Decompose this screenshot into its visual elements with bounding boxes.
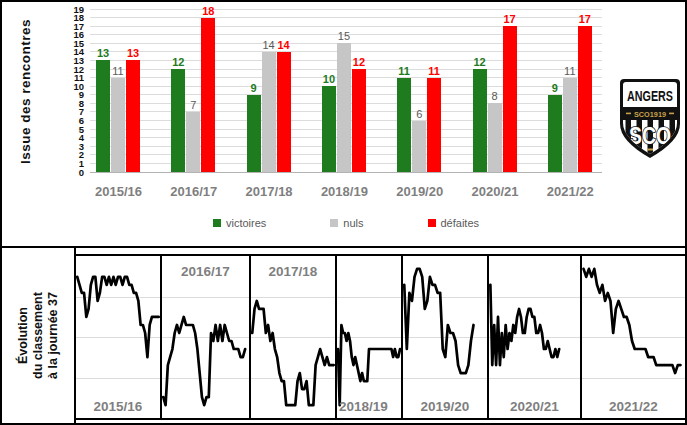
bar-value-label: 17 (568, 13, 602, 25)
sparkline-panel: 2021/22 (582, 256, 685, 418)
bar-value-label: 12 (463, 56, 497, 68)
bar-nuls (111, 78, 125, 172)
bar-value-label: 12 (161, 56, 195, 68)
sparkline-title-line3: à la journée 37 (46, 292, 61, 379)
sparkline-section-label-cell: Évolution du classement à la journée 37 (2, 248, 76, 423)
bar-victoires (171, 69, 185, 172)
bar-value-label: 11 (417, 65, 451, 77)
bar-nuls (488, 103, 502, 172)
bar-défaites (352, 69, 366, 172)
bar-value-label: 15 (327, 30, 361, 42)
season-label: 2015/16 (76, 399, 160, 414)
crest-club-line: SCO1919 (634, 110, 666, 119)
bar-plot: 1311131271891414101512116111281791117 (90, 9, 602, 172)
legend-swatch (428, 219, 436, 227)
sparkline (489, 256, 580, 418)
bar-value-label: 13 (116, 47, 150, 59)
bar-value-label: 17 (493, 13, 527, 25)
angers-sco-crest: ANGERS SCO1919 SCO (618, 77, 682, 161)
bar-défaites (126, 60, 140, 172)
sparkline (162, 256, 249, 418)
bar-chart-category-row: 2015/162016/172017/182018/192019/202020/… (90, 184, 602, 202)
crest-gold-dash-right (669, 113, 674, 115)
infographic-root: Issue des rencontres 0123456789101112131… (0, 0, 687, 425)
grid-line (90, 26, 602, 27)
legend-label: nuls (343, 217, 363, 229)
bar-nuls (412, 121, 426, 172)
legend-item: défaites (428, 217, 480, 229)
bar-value-label: 12 (342, 56, 376, 68)
sparkline (403, 256, 487, 418)
sparkline-panel: 2017/18 (251, 256, 337, 418)
category-label: 2017/18 (231, 184, 307, 199)
legend-label: victoires (226, 217, 266, 229)
category-label: 2016/17 (156, 184, 232, 199)
sparkline-panel: 2015/16 (76, 256, 162, 418)
category-label: 2020/21 (457, 184, 533, 199)
category-label: 2015/16 (81, 184, 157, 199)
bar-nuls (262, 52, 276, 172)
x-axis-line (90, 172, 602, 173)
crest-gold-mark (647, 149, 653, 151)
sparkline-panels: 2015/16 2016/172017/18 2018/19 2019/202020/… (76, 254, 685, 420)
bar-victoires (96, 60, 110, 172)
season-label: 2019/20 (403, 399, 487, 414)
bar-nuls (563, 78, 577, 172)
legend-item: nuls (330, 217, 363, 229)
sparkline-section: Évolution du classement à la journée 37 … (2, 248, 685, 423)
sparkline (251, 256, 335, 418)
bar-chart-y-axis-title: Issue des rencontres (18, 7, 33, 177)
bar-value-label: 11 (387, 65, 421, 77)
y-tick-label: 19 (73, 4, 84, 15)
bar-défaites (201, 18, 215, 172)
sparkline-panel: 2018/19 (337, 256, 403, 418)
bar-défaites (578, 26, 592, 172)
bar-victoires (397, 78, 411, 172)
season-label: 2018/19 (339, 399, 388, 414)
bar-nuls (186, 112, 200, 172)
bar-value-label: 18 (191, 5, 225, 17)
bar-value-label: 14 (267, 39, 301, 51)
bar-défaites (277, 52, 291, 172)
bar-défaites (503, 26, 517, 172)
legend-swatch (213, 219, 221, 227)
bar-value-label: 13 (86, 47, 120, 59)
legend-label: défaites (441, 217, 480, 229)
crest-gold-dash-left (626, 113, 631, 115)
sparkline (582, 256, 685, 418)
bar-victoires (473, 69, 487, 172)
sparkline (337, 256, 401, 418)
sparkline-panel: 2019/20 (403, 256, 489, 418)
category-label: 2019/20 (382, 184, 458, 199)
crest-team-name: ANGERS (627, 88, 673, 104)
bar-victoires (548, 95, 562, 172)
bar-chart-y-ticks: 012345678910111213141516171819 (58, 9, 87, 172)
season-label: 2020/21 (489, 399, 580, 414)
season-label: 2021/22 (582, 399, 685, 414)
bar-chart-section: Issue des rencontres 0123456789101112131… (2, 2, 685, 248)
bar-chart-legend: victoires nuls défaites (90, 217, 602, 229)
season-label: 2017/18 (251, 264, 335, 279)
bar-défaites (427, 78, 441, 172)
legend-item: victoires (213, 217, 266, 229)
sparkline-title-line1: Évolution (16, 292, 31, 379)
sparkline (76, 256, 160, 418)
sparkline-panel: 2016/17 (162, 256, 251, 418)
grid-line (90, 9, 602, 10)
bar-victoires (322, 86, 336, 172)
sparkline-section-title: Évolution du classement à la journée 37 (16, 292, 61, 379)
category-label: 2018/19 (306, 184, 382, 199)
sparkline-title-line2: du classement (31, 292, 46, 379)
legend-swatch (330, 219, 338, 227)
bar-victoires (247, 95, 261, 172)
sparkline-panel: 2020/21 (489, 256, 582, 418)
category-label: 2021/22 (532, 184, 608, 199)
season-label: 2016/17 (162, 264, 249, 279)
